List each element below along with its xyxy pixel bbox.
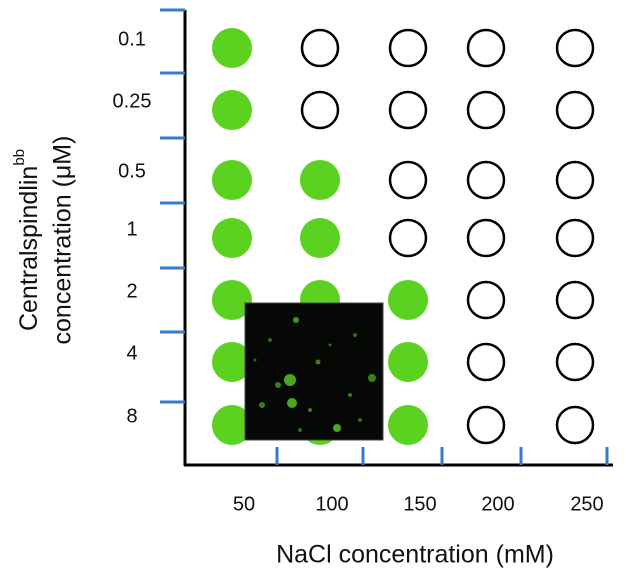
open-circle: [388, 28, 428, 68]
open-circle: [555, 28, 595, 68]
filled-circle: [212, 90, 252, 130]
open-circle: [555, 342, 595, 382]
x-tick-label: 200: [481, 493, 514, 515]
y-axis-title: Centralspindlinbb: [11, 149, 43, 331]
filled-circle: [388, 405, 428, 445]
filled-circle: [212, 342, 252, 382]
y-tick-label: 0.5: [118, 160, 146, 182]
open-circle: [466, 218, 506, 258]
filled-circle: [300, 160, 340, 200]
open-circle: [466, 342, 506, 382]
open-circle: [555, 160, 595, 200]
x-tick-label: 100: [315, 493, 348, 515]
open-circle: [555, 218, 595, 258]
filled-circle: [388, 280, 428, 320]
y-tick-label: 1: [126, 218, 137, 240]
y-tick-label: 2: [126, 280, 137, 302]
column-separators: [275, 447, 609, 465]
open-circle: [388, 90, 428, 130]
filled-circle: [212, 160, 252, 200]
filled-circle: [388, 342, 428, 382]
open-circle: [466, 160, 506, 200]
open-circle: [300, 28, 340, 68]
y-tick-label: 4: [126, 342, 137, 364]
y-tick-label: 8: [126, 405, 137, 427]
open-circle: [555, 405, 595, 445]
y-tick-label: 0.1: [118, 28, 146, 50]
open-circle: [555, 90, 595, 130]
filled-circle: [212, 405, 252, 445]
open-circle: [300, 90, 340, 130]
filled-circle: [212, 28, 252, 68]
filled-circle: [212, 280, 252, 320]
filled-circle: [300, 218, 340, 258]
row-separators: [160, 8, 185, 404]
x-tick-label: 150: [403, 493, 436, 515]
open-circle: [388, 218, 428, 258]
x-tick-label: 50: [233, 493, 255, 515]
open-circle: [466, 405, 506, 445]
axis-lines: [160, 8, 613, 467]
x-tick-label: 250: [570, 493, 603, 515]
micrograph-inset: [244, 302, 384, 441]
y-title-main: Centralspindlin: [15, 166, 43, 331]
x-axis-title: NaCl concentration (mM): [276, 541, 554, 569]
open-circle: [466, 90, 506, 130]
y-tick-label: 0.25: [113, 90, 152, 112]
open-circle: [466, 28, 506, 68]
filled-circle: [212, 218, 252, 258]
y-axis-title-line2: concentration (μM): [49, 136, 77, 345]
y-title-superscript: bb: [11, 149, 28, 166]
open-circle: [388, 160, 428, 200]
open-circle: [555, 280, 595, 320]
open-circle: [466, 280, 506, 320]
